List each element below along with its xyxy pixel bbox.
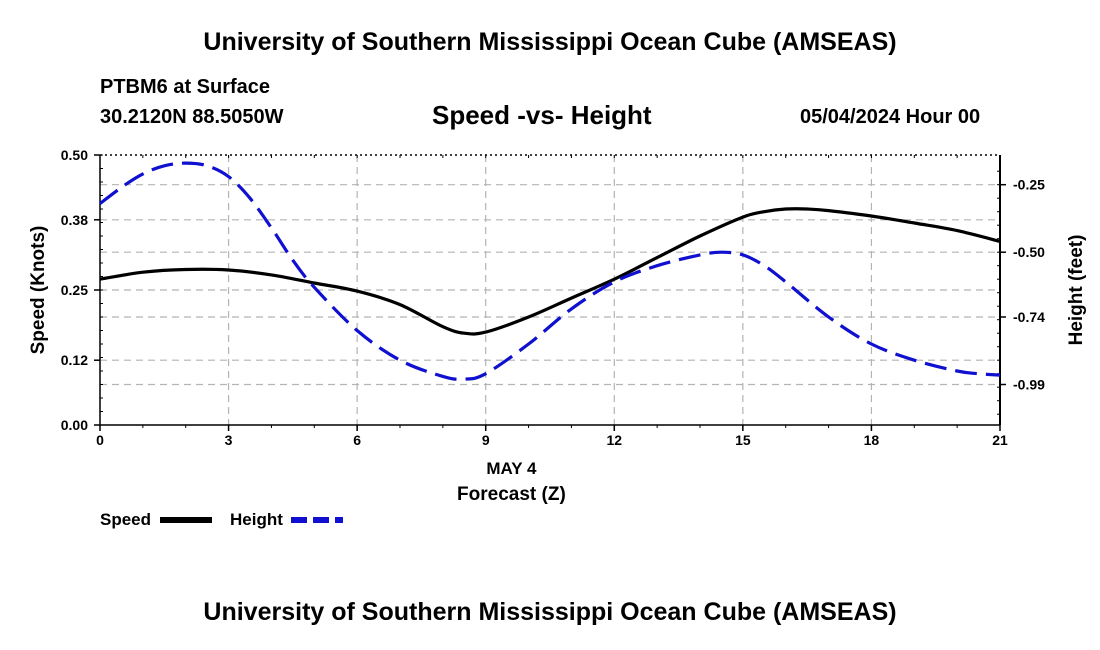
footer-title: University of Southern Mississippi Ocean…: [203, 598, 897, 626]
x-tick-label: 6: [353, 432, 361, 448]
x-tick-label: 18: [864, 432, 880, 448]
chart-title: University of Southern Mississippi Ocean…: [203, 28, 897, 56]
x-axis-label: Forecast (Z): [457, 484, 566, 505]
series-line-height: [99, 161, 1001, 381]
x-tick-label: 0: [96, 432, 104, 448]
y-tick-label: 0.00: [61, 417, 88, 433]
station-name: PTBM6 at Surface: [100, 76, 271, 98]
x-axis-date-label: MAY 4: [486, 459, 537, 478]
station-coordinates: 30.2120N 88.5050W: [100, 106, 284, 128]
y-tick-label: 0.25: [61, 282, 88, 298]
x-tick-label: 3: [225, 432, 233, 448]
y-tick-label: 0.38: [61, 212, 88, 228]
y2-tick-label: -0.99: [1013, 377, 1045, 393]
y2-tick-label: -0.74: [1013, 309, 1045, 325]
y-tick-label: 0.50: [61, 147, 88, 163]
legend: Speed Height: [100, 510, 343, 529]
axis-tick-labels: 0 3 6 9 12 15 18 21 0.00 0.12 0.25 0.38 0.50 -0.25 -0.…: [61, 147, 1045, 448]
y-axis-label: Speed (Knots): [28, 226, 49, 355]
y-tick-label: 0.12: [61, 352, 88, 368]
series-lines: [99, 161, 1001, 381]
legend-height-label: Height: [230, 510, 283, 529]
x-tick-label: 21: [992, 432, 1008, 448]
series-line-speed: [99, 207, 1001, 336]
x-tick-label: 12: [606, 432, 622, 448]
x-tick-label: 9: [482, 432, 490, 448]
legend-speed-label: Speed: [100, 510, 151, 529]
chart-subtitle: Speed -vs- Height: [432, 100, 652, 130]
x-tick-label: 15: [735, 432, 751, 448]
grid-lines: [100, 155, 1000, 425]
y2-tick-label: -0.50: [1013, 244, 1045, 260]
forecast-datestamp: 05/04/2024 Hour 00: [800, 106, 981, 128]
y2-tick-label: -0.25: [1013, 177, 1045, 193]
y2-axis-label: Height (feet): [1066, 235, 1087, 346]
axis-ticks: [94, 154, 1006, 431]
